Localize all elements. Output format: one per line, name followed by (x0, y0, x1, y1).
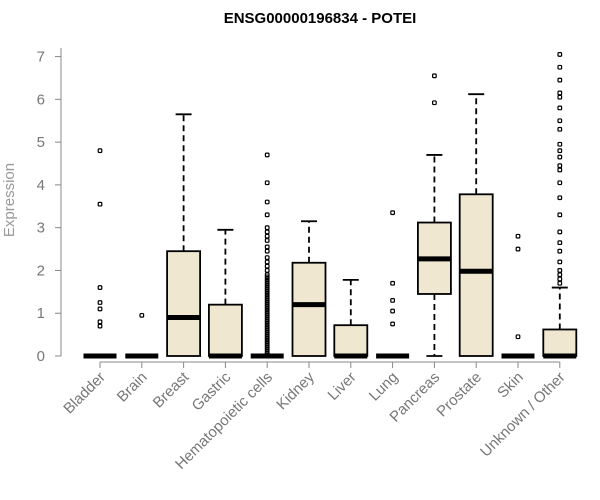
box-group (125, 312, 159, 359)
outlier-point (515, 246, 521, 252)
outlier-point (264, 225, 270, 231)
outlier-point (264, 259, 270, 265)
outlier-point (390, 321, 395, 327)
outlier-point (264, 180, 270, 186)
box-group (291, 220, 327, 357)
box-group (542, 52, 578, 359)
outlier-point (557, 126, 563, 132)
box-iqr (542, 328, 578, 357)
outlier-point (557, 64, 563, 70)
boxes (83, 52, 578, 359)
outlier-point (557, 167, 563, 173)
y-axis-label: Expression (1, 163, 18, 237)
outlier-point (557, 276, 563, 282)
outlier-point (515, 233, 521, 239)
outlier-point (557, 259, 563, 265)
outlier-point (390, 280, 395, 286)
outlier-point (97, 201, 103, 207)
box-iqr (291, 261, 327, 357)
outlier-point (264, 263, 270, 269)
outlier-point (264, 255, 270, 261)
box-iqr (207, 303, 243, 357)
box-iqr (333, 324, 369, 357)
box-group (501, 233, 535, 359)
outlier-point (264, 199, 270, 205)
outlier-point (390, 210, 395, 216)
box-group (376, 210, 410, 359)
y-ticks: 0 1 2 3 4 5 6 7 (37, 49, 61, 365)
y-tick-label: 6 (37, 91, 45, 108)
x-tick-label: Breast (150, 368, 193, 411)
outlier-point (515, 334, 521, 340)
outlier-point (557, 118, 563, 124)
x-tick-label: Liver (325, 369, 360, 404)
outlier-point (97, 306, 103, 312)
outlier-point (97, 319, 103, 325)
outlier-point (390, 308, 395, 314)
outlier-point (557, 163, 563, 169)
box-group (166, 113, 202, 357)
outlier-point (557, 180, 563, 186)
box-group (207, 228, 243, 359)
outlier-point (264, 212, 270, 218)
y-tick-label: 4 (37, 177, 45, 194)
outlier-point (97, 323, 103, 329)
outlier-point (557, 248, 563, 254)
outlier-point (97, 285, 103, 290)
y-tick-label: 5 (37, 134, 45, 151)
y-tick-label: 2 (37, 262, 45, 279)
outlier-point (557, 77, 563, 83)
outlier-point (264, 152, 270, 158)
outlier-point (557, 272, 563, 278)
x-tick-label: Bladder (60, 369, 109, 418)
box-group (250, 152, 284, 359)
outlier-point (139, 312, 145, 318)
outlier-point (557, 52, 563, 57)
y-tick-label: 0 (37, 348, 45, 365)
y-tick-label: 3 (37, 220, 45, 237)
outlier-point (432, 73, 437, 79)
box-group (83, 148, 117, 359)
chart-title: ENSG00000196834 - POTEI (224, 10, 417, 27)
outlier-point (557, 90, 563, 96)
outlier-point (264, 238, 270, 243)
outlier-point (557, 141, 563, 147)
x-tick-label: Prostate (433, 369, 485, 421)
box-group (458, 93, 494, 357)
outlier-point (557, 195, 563, 201)
box-group (416, 73, 452, 357)
outlier-point (97, 300, 103, 305)
outlier-point (557, 94, 563, 100)
y-tick-label: 7 (37, 49, 45, 66)
outlier-point (264, 248, 270, 254)
box-iqr (458, 193, 494, 357)
outlier-point (557, 105, 563, 111)
outlier-point (264, 272, 270, 278)
y-tick-label: 1 (37, 305, 45, 322)
x-tick-label: Brain (114, 369, 151, 406)
outlier-point (557, 268, 563, 273)
outlier-point (557, 240, 563, 246)
outlier-point (432, 100, 437, 106)
outlier-point (264, 268, 270, 273)
box-iqr (166, 250, 202, 357)
outlier-point (264, 229, 270, 235)
box-group (333, 278, 369, 359)
outlier-point (557, 148, 563, 154)
x-tick-label: Kidney (273, 368, 318, 413)
outlier-point (557, 212, 563, 218)
outlier-point (264, 244, 270, 250)
x-tick-label: Skin (494, 369, 527, 402)
outlier-point (97, 148, 103, 154)
outlier-point (557, 280, 563, 286)
x-tick-label: Lung (366, 369, 402, 405)
outlier-point (557, 229, 563, 235)
outlier-point (390, 297, 395, 303)
outlier-point (557, 154, 563, 160)
outlier-point (264, 233, 270, 239)
